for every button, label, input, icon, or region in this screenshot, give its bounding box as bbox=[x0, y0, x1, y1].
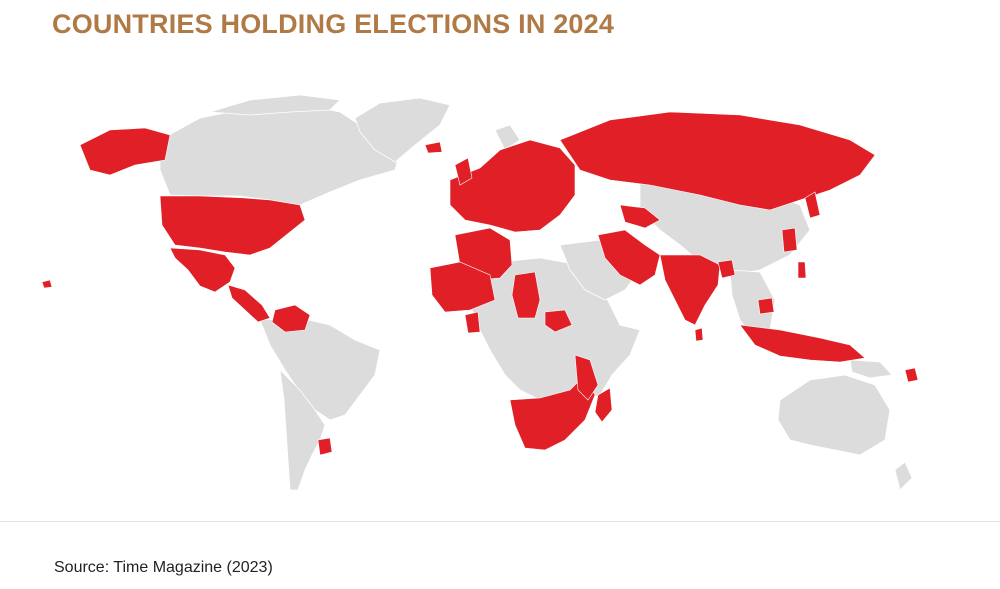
country-chad bbox=[511, 271, 541, 319]
country-iran bbox=[597, 229, 661, 286]
pacific-islands bbox=[904, 367, 919, 383]
southern-cone bbox=[279, 368, 326, 491]
source-caption: Source: Time Magazine (2023) bbox=[54, 559, 273, 576]
country-india bbox=[659, 254, 721, 326]
country-uruguay bbox=[317, 437, 333, 456]
country-russia bbox=[559, 111, 876, 211]
country-madagascar bbox=[594, 387, 613, 423]
country-ghana bbox=[464, 311, 481, 334]
country-sri-lanka bbox=[694, 327, 704, 342]
country-brazil bbox=[259, 317, 381, 421]
world-map-svg bbox=[41, 94, 919, 491]
country-mozambique bbox=[574, 354, 599, 401]
country-uk bbox=[454, 157, 473, 186]
europe bbox=[449, 139, 576, 233]
divider bbox=[0, 521, 1000, 522]
country-mexico bbox=[169, 247, 236, 293]
country-iceland bbox=[424, 141, 443, 154]
country-new-zealand bbox=[894, 461, 913, 491]
arctic-islands bbox=[209, 94, 341, 116]
country-japan-region bbox=[804, 191, 821, 219]
southern-africa bbox=[509, 374, 596, 451]
country-taiwan bbox=[797, 261, 807, 279]
country-south-sudan bbox=[544, 309, 573, 333]
country-usa bbox=[159, 195, 306, 256]
country-australia bbox=[777, 374, 891, 456]
central-asia-red bbox=[619, 204, 661, 229]
country-usa-alaska bbox=[79, 127, 171, 176]
country-greenland bbox=[354, 97, 451, 163]
election-countries bbox=[41, 111, 919, 456]
map-title: COUNTRIES HOLDING ELECTIONS IN 2024 bbox=[52, 9, 615, 39]
country-indonesia bbox=[739, 324, 866, 363]
papua-gray bbox=[849, 359, 893, 379]
west-africa bbox=[429, 261, 496, 313]
country-south-korea bbox=[781, 227, 798, 253]
central-america bbox=[227, 284, 271, 323]
country-usa-hawaii bbox=[41, 279, 53, 289]
country-cambodia bbox=[757, 297, 775, 315]
country-bangladesh bbox=[717, 259, 736, 279]
country-venezuela bbox=[271, 304, 311, 333]
scandinavia-gray-north bbox=[494, 124, 521, 151]
world-map bbox=[0, 90, 1000, 500]
